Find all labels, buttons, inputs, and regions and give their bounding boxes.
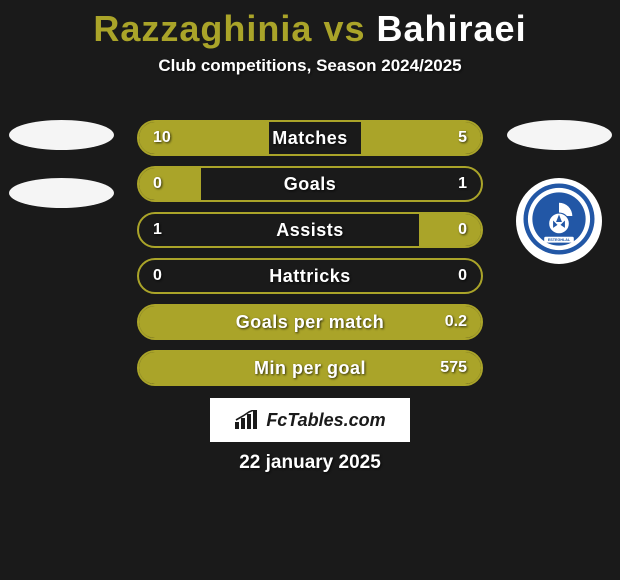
stat-label: Matches bbox=[139, 122, 481, 154]
stat-row: 575Min per goal bbox=[137, 350, 483, 386]
date-text: 22 january 2025 bbox=[0, 452, 620, 474]
left-avatar-column bbox=[6, 120, 116, 208]
stats-bars: 105Matches 01Goals 10Assists 00Hattricks 0.2… bbox=[137, 120, 483, 386]
branding-box: FcTables.com bbox=[210, 398, 410, 442]
player-a-name: Razzaghinia bbox=[93, 8, 312, 49]
stat-label: Goals bbox=[139, 168, 481, 200]
stat-row: 105Matches bbox=[137, 120, 483, 156]
stat-row: 0.2Goals per match bbox=[137, 304, 483, 340]
bar-chart-icon bbox=[234, 410, 260, 430]
comparison-title: Razzaghinia vs Bahiraei bbox=[0, 0, 620, 50]
vs-separator: vs bbox=[323, 8, 365, 49]
stat-label: Min per goal bbox=[139, 352, 481, 384]
stat-row: 01Goals bbox=[137, 166, 483, 202]
branding-text: FcTables.com bbox=[266, 410, 385, 431]
player-a-avatar-placeholder bbox=[9, 120, 114, 150]
subtitle: Club competitions, Season 2024/2025 bbox=[0, 56, 620, 76]
stat-label: Assists bbox=[139, 214, 481, 246]
svg-text:ESTEGHLAL: ESTEGHLAL bbox=[548, 238, 571, 242]
club-crest-icon: ESTEGHLAL bbox=[522, 182, 596, 261]
player-b-name: Bahiraei bbox=[377, 8, 527, 49]
stat-row: 00Hattricks bbox=[137, 258, 483, 294]
stat-label: Goals per match bbox=[139, 306, 481, 338]
stat-row: 10Assists bbox=[137, 212, 483, 248]
player-a-club-placeholder bbox=[9, 178, 114, 208]
player-b-club-badge: ESTEGHLAL bbox=[516, 178, 602, 264]
stat-label: Hattricks bbox=[139, 260, 481, 292]
right-avatar-column: ESTEGHLAL bbox=[504, 120, 614, 264]
player-b-avatar-placeholder bbox=[507, 120, 612, 150]
